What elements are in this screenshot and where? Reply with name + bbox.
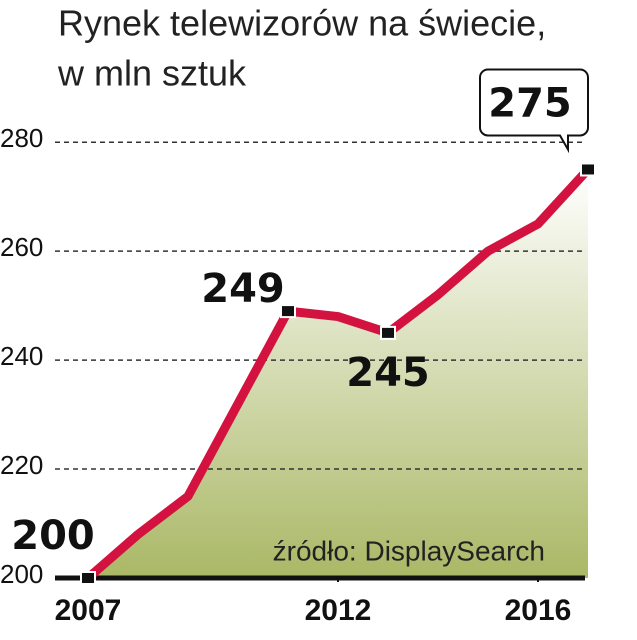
data-label: 245 — [346, 350, 430, 396]
x-tick-label: 2012 — [305, 594, 372, 627]
callout — [479, 68, 589, 154]
line — [85, 166, 592, 582]
y-tick-label: 280 — [0, 123, 43, 153]
y-tick-label: 260 — [0, 232, 43, 262]
source: źródło: DisplaySearch — [273, 535, 545, 566]
y-tick-label: 220 — [0, 450, 43, 480]
chart-subtitle: w mln sztuk — [57, 53, 247, 94]
x-tick-label: 2007 — [55, 594, 122, 627]
marker — [580, 162, 596, 177]
chart-title: Rynek telewizorów na świecie, — [58, 3, 546, 44]
data-label: 275 — [488, 80, 572, 126]
marker — [80, 571, 96, 585]
area — [88, 169, 588, 578]
x-tick-label: 2016 — [505, 594, 572, 627]
data-label: 249 — [201, 266, 285, 312]
y-tick-label: 240 — [0, 341, 43, 371]
data-label: 200 — [11, 513, 95, 559]
marker — [380, 325, 396, 340]
marker — [280, 304, 296, 319]
y-tick-label: 200 — [0, 559, 43, 589]
